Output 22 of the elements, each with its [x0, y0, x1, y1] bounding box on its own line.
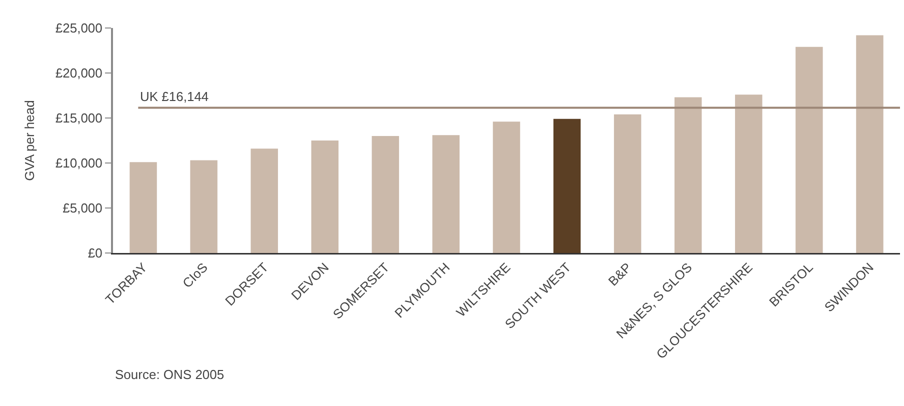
bar	[674, 97, 702, 253]
ref-line-label: UK £16,144	[140, 89, 209, 104]
bar	[856, 35, 884, 253]
y-tick-label: £25,000	[55, 20, 102, 36]
y-tick-label: £5,000	[62, 200, 102, 216]
bar	[130, 162, 157, 253]
bar	[796, 46, 823, 253]
bar	[735, 94, 762, 253]
bar	[432, 135, 460, 253]
bar	[492, 122, 520, 253]
bar	[311, 140, 339, 253]
bar	[553, 118, 581, 253]
y-tick-label: £15,000	[55, 110, 102, 126]
bar	[372, 136, 400, 253]
y-tick-label: £20,000	[55, 66, 102, 81]
source-note: Source: ONS 2005	[115, 367, 224, 382]
bar	[614, 114, 642, 253]
y-tick-label: £10,000	[55, 156, 102, 171]
y-axis-title: GVA per head	[22, 100, 37, 181]
y-tick-label: £0	[88, 246, 102, 261]
bar	[190, 160, 218, 253]
bar	[250, 148, 278, 253]
